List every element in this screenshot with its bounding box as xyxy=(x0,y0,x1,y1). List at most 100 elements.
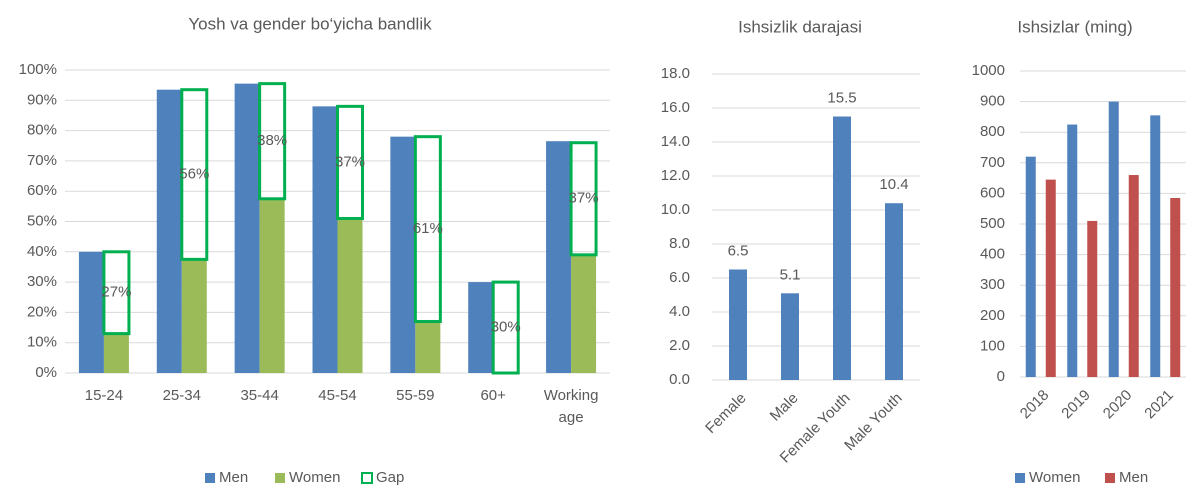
y-tick-label: 90% xyxy=(27,91,57,108)
y-tick-label: 80% xyxy=(27,122,57,139)
legend-label: Men xyxy=(1119,469,1148,486)
bar xyxy=(156,89,182,373)
x-tick-label: 45-54 xyxy=(318,387,357,404)
bar xyxy=(546,141,572,373)
data-label: 27% xyxy=(101,284,131,301)
y-tick-label: 300 xyxy=(980,276,1005,293)
x-tick-label-box: 25-34 xyxy=(163,387,201,404)
y-tick-label: 60% xyxy=(27,182,57,199)
bar xyxy=(1128,175,1139,377)
bar xyxy=(181,259,207,373)
data-label: 61% xyxy=(413,220,443,237)
bar xyxy=(729,269,747,380)
y-tick-label: 14.0 xyxy=(661,133,690,150)
bar xyxy=(1045,179,1056,377)
data-label: 38% xyxy=(257,132,287,149)
y-tick-label: 800 xyxy=(980,123,1005,140)
x-tick-label: 2018 xyxy=(1017,387,1053,423)
y-tick-label: 1000 xyxy=(972,62,1005,79)
y-tick-label: 10.0 xyxy=(661,201,690,218)
gap-box xyxy=(102,250,131,336)
y-tick-label: 30% xyxy=(27,273,57,290)
y-tick-label: 700 xyxy=(980,154,1005,171)
bar xyxy=(833,116,851,380)
legend-swatch xyxy=(275,473,285,483)
gap-box xyxy=(569,141,598,257)
y-tick-label: 100% xyxy=(19,61,57,78)
bar xyxy=(103,333,129,373)
y-tick-label: 0% xyxy=(35,364,57,381)
x-tick-label: 2021 xyxy=(1141,387,1177,423)
legend-label: Men xyxy=(219,469,248,486)
bar xyxy=(312,106,338,374)
bar xyxy=(1170,197,1181,377)
chart-title: Ishsizlik darajasi xyxy=(738,17,862,36)
y-tick-label: 40% xyxy=(27,243,57,260)
data-label: 10.4 xyxy=(879,176,908,193)
y-tick-label: 0 xyxy=(997,368,1005,385)
x-tick-label-box: 55-59 xyxy=(396,387,435,404)
legend-label: Women xyxy=(289,469,340,486)
legend-swatch xyxy=(1015,473,1025,483)
data-label: 30% xyxy=(491,319,521,336)
y-tick-label: 16.0 xyxy=(661,99,690,116)
x-tick-label: 15-24 xyxy=(84,387,124,404)
y-tick-label: 70% xyxy=(27,152,57,169)
bar xyxy=(234,83,260,373)
chart-title: Ishsizlar (ming) xyxy=(1017,17,1132,36)
data-label: 56% xyxy=(179,166,209,183)
y-tick-label: 600 xyxy=(980,184,1005,201)
legend-label: Women xyxy=(1029,469,1080,486)
bar xyxy=(1025,156,1036,377)
y-tick-label: 4.0 xyxy=(669,303,690,320)
y-tick-label: 8.0 xyxy=(669,235,690,252)
bar xyxy=(1150,115,1161,378)
y-tick-label: 12.0 xyxy=(661,167,690,184)
bar xyxy=(885,203,903,380)
legend-swatch xyxy=(1105,473,1115,483)
y-tick-label: 20% xyxy=(27,303,57,320)
x-tick-label: 55-59 xyxy=(396,387,435,404)
y-tick-label: 18.0 xyxy=(661,65,690,82)
x-tick-label: 2019 xyxy=(1058,387,1094,423)
x-tick-label: 2020 xyxy=(1100,387,1136,423)
bar xyxy=(468,282,494,373)
bar xyxy=(337,218,363,373)
y-tick-label: 6.0 xyxy=(669,269,690,286)
gap-box xyxy=(336,104,364,220)
legend-swatch xyxy=(205,473,215,483)
x-tick-label: Working age xyxy=(543,387,599,426)
data-label: 6.5 xyxy=(728,242,749,259)
data-label: 5.1 xyxy=(780,266,801,283)
y-tick-label: 200 xyxy=(980,307,1005,324)
x-tick-label: 35-44 xyxy=(240,387,279,404)
bar xyxy=(1067,124,1078,377)
y-tick-label: 900 xyxy=(980,93,1005,110)
x-tick-label-box: 15-24 xyxy=(84,387,124,404)
x-tick-label: Female xyxy=(702,390,749,437)
x-tick-label: 60+ xyxy=(480,387,506,404)
y-tick-label: 400 xyxy=(980,246,1005,263)
data-label: 37% xyxy=(569,190,599,207)
gap-box xyxy=(180,88,209,261)
x-tick-label-box: 60+ xyxy=(480,387,506,404)
bar xyxy=(781,293,799,380)
chart-title: Yosh va gender bo‘yicha bandlik xyxy=(188,14,432,33)
gap-box xyxy=(491,280,520,375)
x-tick-label-box: Working age xyxy=(543,387,599,426)
x-tick-label: Male xyxy=(767,390,802,425)
chart-2: Ishsizlar (ming) 0 100 200 300 400 500 600 700 80… xyxy=(972,17,1186,486)
y-tick-label: 2.0 xyxy=(669,337,690,354)
gap-box xyxy=(258,82,287,201)
x-tick-label-box: 35-44 xyxy=(240,387,279,404)
chart-1: Ishsizlik darajasi 0.0 2.0 4.0 6.0 8.0 10.0 12.… xyxy=(661,17,920,467)
y-tick-label: 50% xyxy=(27,212,57,229)
data-label: 37% xyxy=(335,153,365,170)
bar xyxy=(259,198,285,373)
bar xyxy=(1087,220,1098,377)
bar xyxy=(571,254,597,373)
bar xyxy=(78,251,104,373)
legend-label: Gap xyxy=(376,469,404,486)
